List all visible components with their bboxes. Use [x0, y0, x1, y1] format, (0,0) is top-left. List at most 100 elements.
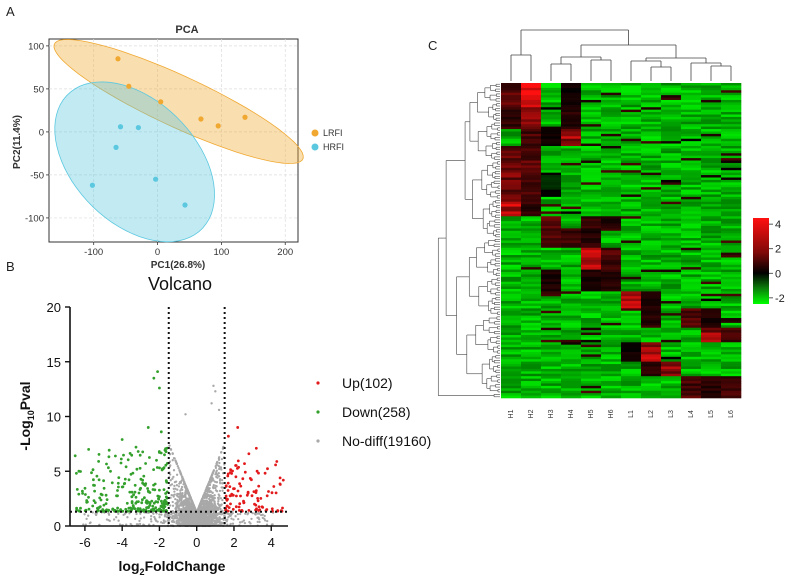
heatmap-cell [681, 167, 702, 171]
heatmap-cell [621, 347, 642, 350]
volcano-point-nodiff [210, 479, 213, 483]
volcano-point-down [102, 479, 105, 483]
heatmap-cell [661, 381, 682, 384]
heatmap-cell [721, 308, 742, 312]
heatmap-cell [661, 162, 682, 166]
heatmap-cell [561, 269, 582, 273]
heatmap-cell [621, 119, 642, 123]
heatmap-cell [641, 327, 662, 331]
heatmap-cell [681, 296, 702, 299]
volcano-point-nodiff [250, 517, 253, 521]
volcano-point-down [135, 467, 139, 471]
volcano-point-nodiff [251, 511, 254, 515]
heatmap-cell [581, 99, 602, 103]
heatmap-cell [581, 119, 602, 123]
heatmap-row-dendrogram [437, 83, 500, 398]
heatmap-cell [581, 383, 602, 387]
heatmap-cell [581, 129, 602, 132]
heatmap-cell [541, 385, 562, 389]
heatmap-cell [501, 187, 522, 190]
heatmap-cell [521, 90, 542, 93]
volcano-point-down [145, 501, 149, 505]
heatmap-cell [581, 170, 602, 173]
heatmap-cell [661, 112, 682, 115]
heatmap-cell [641, 376, 662, 379]
heatmap-cell [541, 349, 562, 353]
heatmap-cell [661, 204, 682, 207]
heatmap-cell [641, 242, 662, 246]
heatmap-cell [621, 85, 642, 89]
heatmap-cell [721, 274, 742, 278]
heatmap-cell [681, 92, 702, 96]
volcano-point-nodiff [171, 512, 174, 515]
volcano-point-nodiff [189, 513, 192, 516]
volcano-point-nodiff [231, 522, 235, 525]
heatmap-cell [621, 395, 642, 399]
heatmap-cell [601, 194, 622, 198]
volcano-point-down [160, 499, 163, 503]
heatmap-cell [641, 175, 662, 178]
volcano-point-down [145, 499, 149, 502]
volcano-point-up [254, 508, 257, 512]
heatmap-cell [681, 146, 702, 149]
volcano-point-nodiff [217, 508, 220, 511]
heatmap-cell [561, 240, 582, 244]
heatmap-cell [541, 335, 562, 338]
heatmap-cell [601, 175, 622, 178]
heatmap-cell [601, 318, 622, 321]
heatmap-cell [541, 250, 562, 253]
volcano-point-nodiff [215, 523, 218, 526]
heatmap-cell [621, 240, 642, 244]
heatmap-cell [521, 153, 542, 156]
volcano-point-nodiff [217, 512, 221, 515]
volcano-point-nodiff [193, 515, 196, 518]
heatmap-cell [701, 373, 722, 377]
volcano-point-nodiff [174, 502, 177, 505]
heatmap-cell [701, 221, 722, 224]
heatmap-cell [621, 393, 642, 396]
heatmap-cell [521, 315, 542, 319]
heatmap-cell [561, 146, 582, 149]
heatmap-cell [621, 92, 642, 96]
volcano-point-down [138, 466, 142, 470]
heatmap-cell [621, 87, 642, 91]
heatmap-cell [501, 189, 522, 193]
heatmap-cell [641, 351, 662, 355]
heatmap-cell [581, 201, 602, 205]
volcano-point-down [73, 454, 77, 458]
heatmap-cell [501, 90, 522, 93]
heatmap-cell [601, 320, 622, 324]
heatmap-cell [561, 187, 582, 190]
heatmap-cell [701, 99, 722, 103]
volcano-point-nodiff [115, 516, 118, 519]
heatmap-cell [501, 153, 522, 156]
volcano-point-nodiff [219, 477, 222, 481]
volcano-point-down [75, 488, 79, 491]
heatmap-cell [621, 286, 642, 290]
heatmap-cell [661, 332, 682, 336]
heatmap-cell [501, 162, 522, 166]
heatmap-cell [641, 194, 662, 198]
volcano-point-nodiff [181, 517, 184, 520]
heatmap-cell [501, 87, 522, 91]
heatmap-cell [521, 192, 542, 195]
heatmap-cell [721, 250, 742, 253]
heatmap-cell [521, 327, 542, 331]
volcano-point-down [134, 445, 138, 449]
heatmap-cell [521, 146, 542, 149]
volcano-point-nodiff [184, 484, 187, 487]
heatmap-cell [561, 264, 582, 268]
volcano-point-down [151, 488, 155, 491]
volcano-point-down [81, 492, 84, 495]
heatmap-cell [681, 286, 702, 290]
heatmap-cell [601, 371, 622, 375]
heatmap-cell [621, 129, 642, 132]
heatmap-cell [501, 250, 522, 253]
heatmap-cell [641, 211, 662, 215]
heatmap-cell [681, 225, 702, 229]
heatmap-cell [681, 160, 702, 164]
heatmap-cell [661, 247, 682, 251]
volcano-point-down [87, 507, 91, 511]
heatmap-cell [541, 381, 562, 384]
heatmap-cell [721, 143, 742, 147]
